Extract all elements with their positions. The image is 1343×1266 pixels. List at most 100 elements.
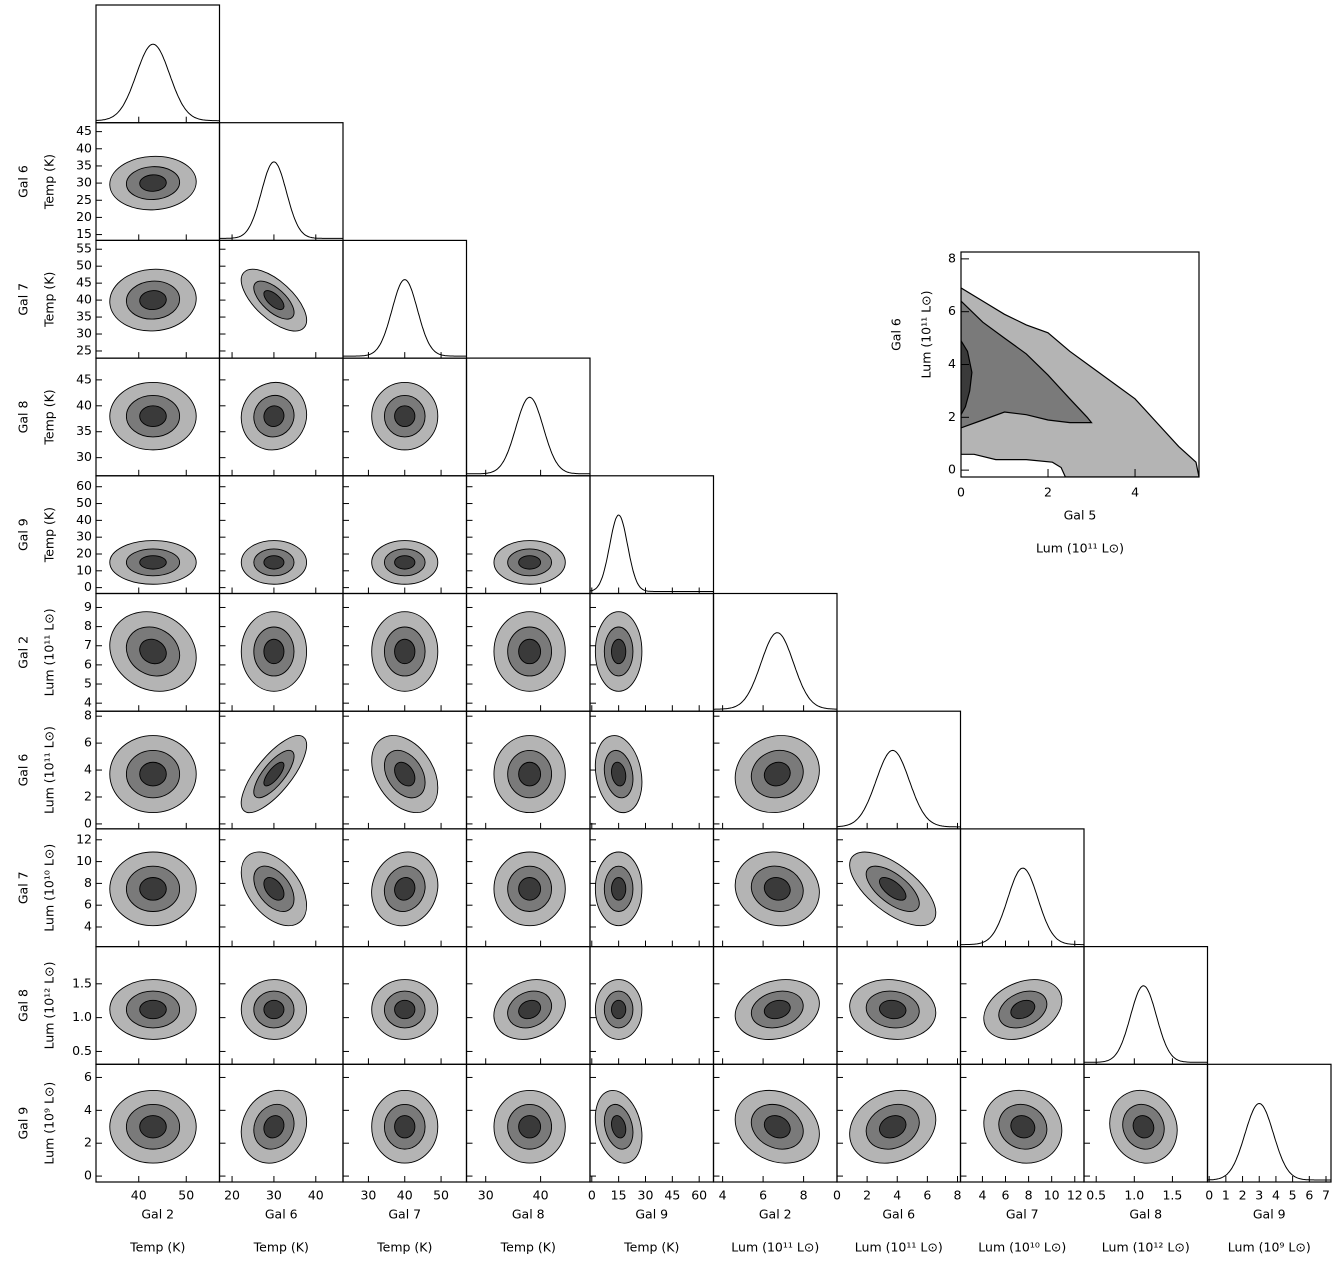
panel-frame — [465, 357, 591, 477]
panel — [240, 979, 308, 1040]
col-galaxy-label: Gal 2 — [141, 1207, 174, 1222]
x-tick-label: 12 — [1067, 1188, 1083, 1203]
contour — [139, 999, 167, 1020]
x-tick-label: 4 — [978, 1188, 986, 1203]
contour — [139, 1115, 167, 1139]
panel — [1109, 1089, 1178, 1164]
y-tick-label: 20 — [76, 209, 92, 224]
x-tick-label: 2 — [1239, 1188, 1247, 1203]
inset-contour — [961, 339, 973, 416]
panel — [493, 1089, 566, 1164]
contour — [611, 761, 627, 787]
panel — [219, 161, 343, 239]
contour — [394, 877, 416, 901]
row-quantity-label: Lum (10¹² L⊙) — [42, 961, 57, 1049]
col-galaxy-label: Gal 8 — [512, 1207, 545, 1222]
y-tick-label: 35 — [76, 157, 92, 172]
contour — [263, 405, 285, 427]
panel — [849, 979, 937, 1040]
y-tick-label: 15 — [76, 226, 92, 241]
x-tick-label: 6 — [1305, 1188, 1313, 1203]
panel — [371, 851, 439, 927]
row-quantity-label: Lum (10¹¹ L⊙) — [42, 608, 57, 696]
contour — [763, 1115, 791, 1139]
marginal-curve — [1207, 1102, 1331, 1181]
y-tick-label: 0 — [84, 1168, 92, 1183]
contour — [518, 761, 542, 787]
row-quantity-label: Temp (K) — [42, 154, 57, 210]
panel — [594, 1089, 643, 1164]
y-tick-label: 8 — [84, 618, 92, 633]
panel — [371, 540, 439, 585]
x-tick-label: 6 — [1002, 1188, 1010, 1203]
contour — [263, 638, 285, 665]
inset-contour — [961, 287, 1199, 477]
x-tick-label: 30 — [478, 1188, 494, 1203]
contour — [1010, 1115, 1036, 1139]
col-galaxy-label: Gal 2 — [759, 1207, 792, 1222]
contour — [611, 1115, 627, 1139]
x-tick-label: 40 — [308, 1188, 324, 1203]
panel — [960, 867, 1084, 946]
panel — [240, 382, 308, 451]
panel — [493, 735, 566, 814]
panel — [109, 851, 197, 927]
x-tick-label: 0 — [957, 485, 965, 500]
x-tick-label: 30 — [638, 1188, 654, 1203]
contour — [518, 999, 542, 1020]
panel — [734, 979, 820, 1040]
contour — [518, 555, 542, 570]
panel — [849, 1089, 937, 1164]
x-tick-label: 0 — [1205, 1188, 1213, 1203]
y-tick-label: 30 — [76, 326, 92, 341]
y-tick-label: 6 — [84, 897, 92, 912]
panel — [371, 382, 439, 451]
panel — [983, 1089, 1063, 1164]
contour — [139, 290, 167, 311]
row-quantity-label: Lum (10¹⁰ L⊙) — [42, 844, 57, 932]
y-tick-label: 60 — [76, 478, 92, 493]
contour — [879, 1115, 907, 1139]
y-tick-label: 4 — [84, 918, 92, 933]
contour — [139, 174, 167, 192]
x-tick-label: 0.5 — [1086, 1188, 1106, 1203]
panel — [734, 851, 820, 927]
panel — [590, 514, 714, 592]
col-galaxy-label: Gal 7 — [1006, 1207, 1039, 1222]
panel — [240, 1089, 308, 1164]
contour — [139, 638, 167, 665]
contour — [139, 555, 167, 570]
inset-panel — [961, 287, 1199, 477]
panel — [594, 735, 643, 814]
x-tick-label: 2 — [1044, 485, 1052, 500]
panel — [96, 43, 220, 122]
x-tick-label: 5 — [1289, 1188, 1297, 1203]
contour — [879, 999, 907, 1020]
y-tick-label: 30 — [76, 175, 92, 190]
marginal-curve — [1084, 985, 1208, 1063]
y-tick-label: 0 — [84, 579, 92, 594]
y-tick-label: 4 — [84, 762, 92, 777]
col-quantity-label: Lum (10¹¹ L⊙) — [731, 1240, 819, 1255]
x-tick-label: 50 — [433, 1188, 449, 1203]
inset-y-galaxy: Gal 6 — [889, 318, 904, 351]
y-tick-label: 0.5 — [72, 1043, 92, 1058]
y-tick-label: 2 — [84, 1135, 92, 1150]
contour — [518, 1115, 542, 1139]
y-tick-label: 0 — [84, 815, 92, 830]
row-galaxy-label: Gal 8 — [16, 989, 31, 1022]
panel — [734, 1089, 820, 1164]
contour — [1132, 1115, 1155, 1139]
x-tick-label: 0 — [833, 1188, 841, 1203]
y-tick-label: 6 — [948, 303, 956, 318]
y-tick-label: 9 — [84, 599, 92, 614]
contour — [611, 999, 627, 1020]
marginal-curve — [960, 867, 1084, 946]
marginal-curve — [466, 396, 590, 475]
contour — [263, 761, 285, 787]
y-tick-label: 45 — [76, 371, 92, 386]
y-tick-label: 4 — [948, 356, 956, 371]
x-tick-label: 6 — [759, 1188, 767, 1203]
panel — [371, 979, 439, 1040]
